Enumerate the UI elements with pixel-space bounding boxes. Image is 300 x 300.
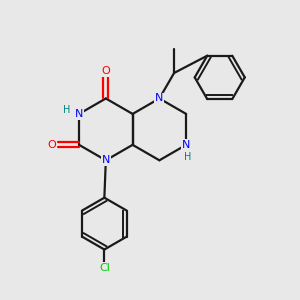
Text: H: H [184, 152, 191, 162]
Text: O: O [47, 140, 56, 150]
Text: H: H [63, 105, 70, 116]
Text: N: N [75, 109, 83, 119]
Text: N: N [102, 155, 110, 165]
Text: Cl: Cl [99, 263, 110, 273]
Text: N: N [182, 140, 190, 150]
Text: O: O [101, 66, 110, 76]
Text: N: N [155, 94, 164, 103]
